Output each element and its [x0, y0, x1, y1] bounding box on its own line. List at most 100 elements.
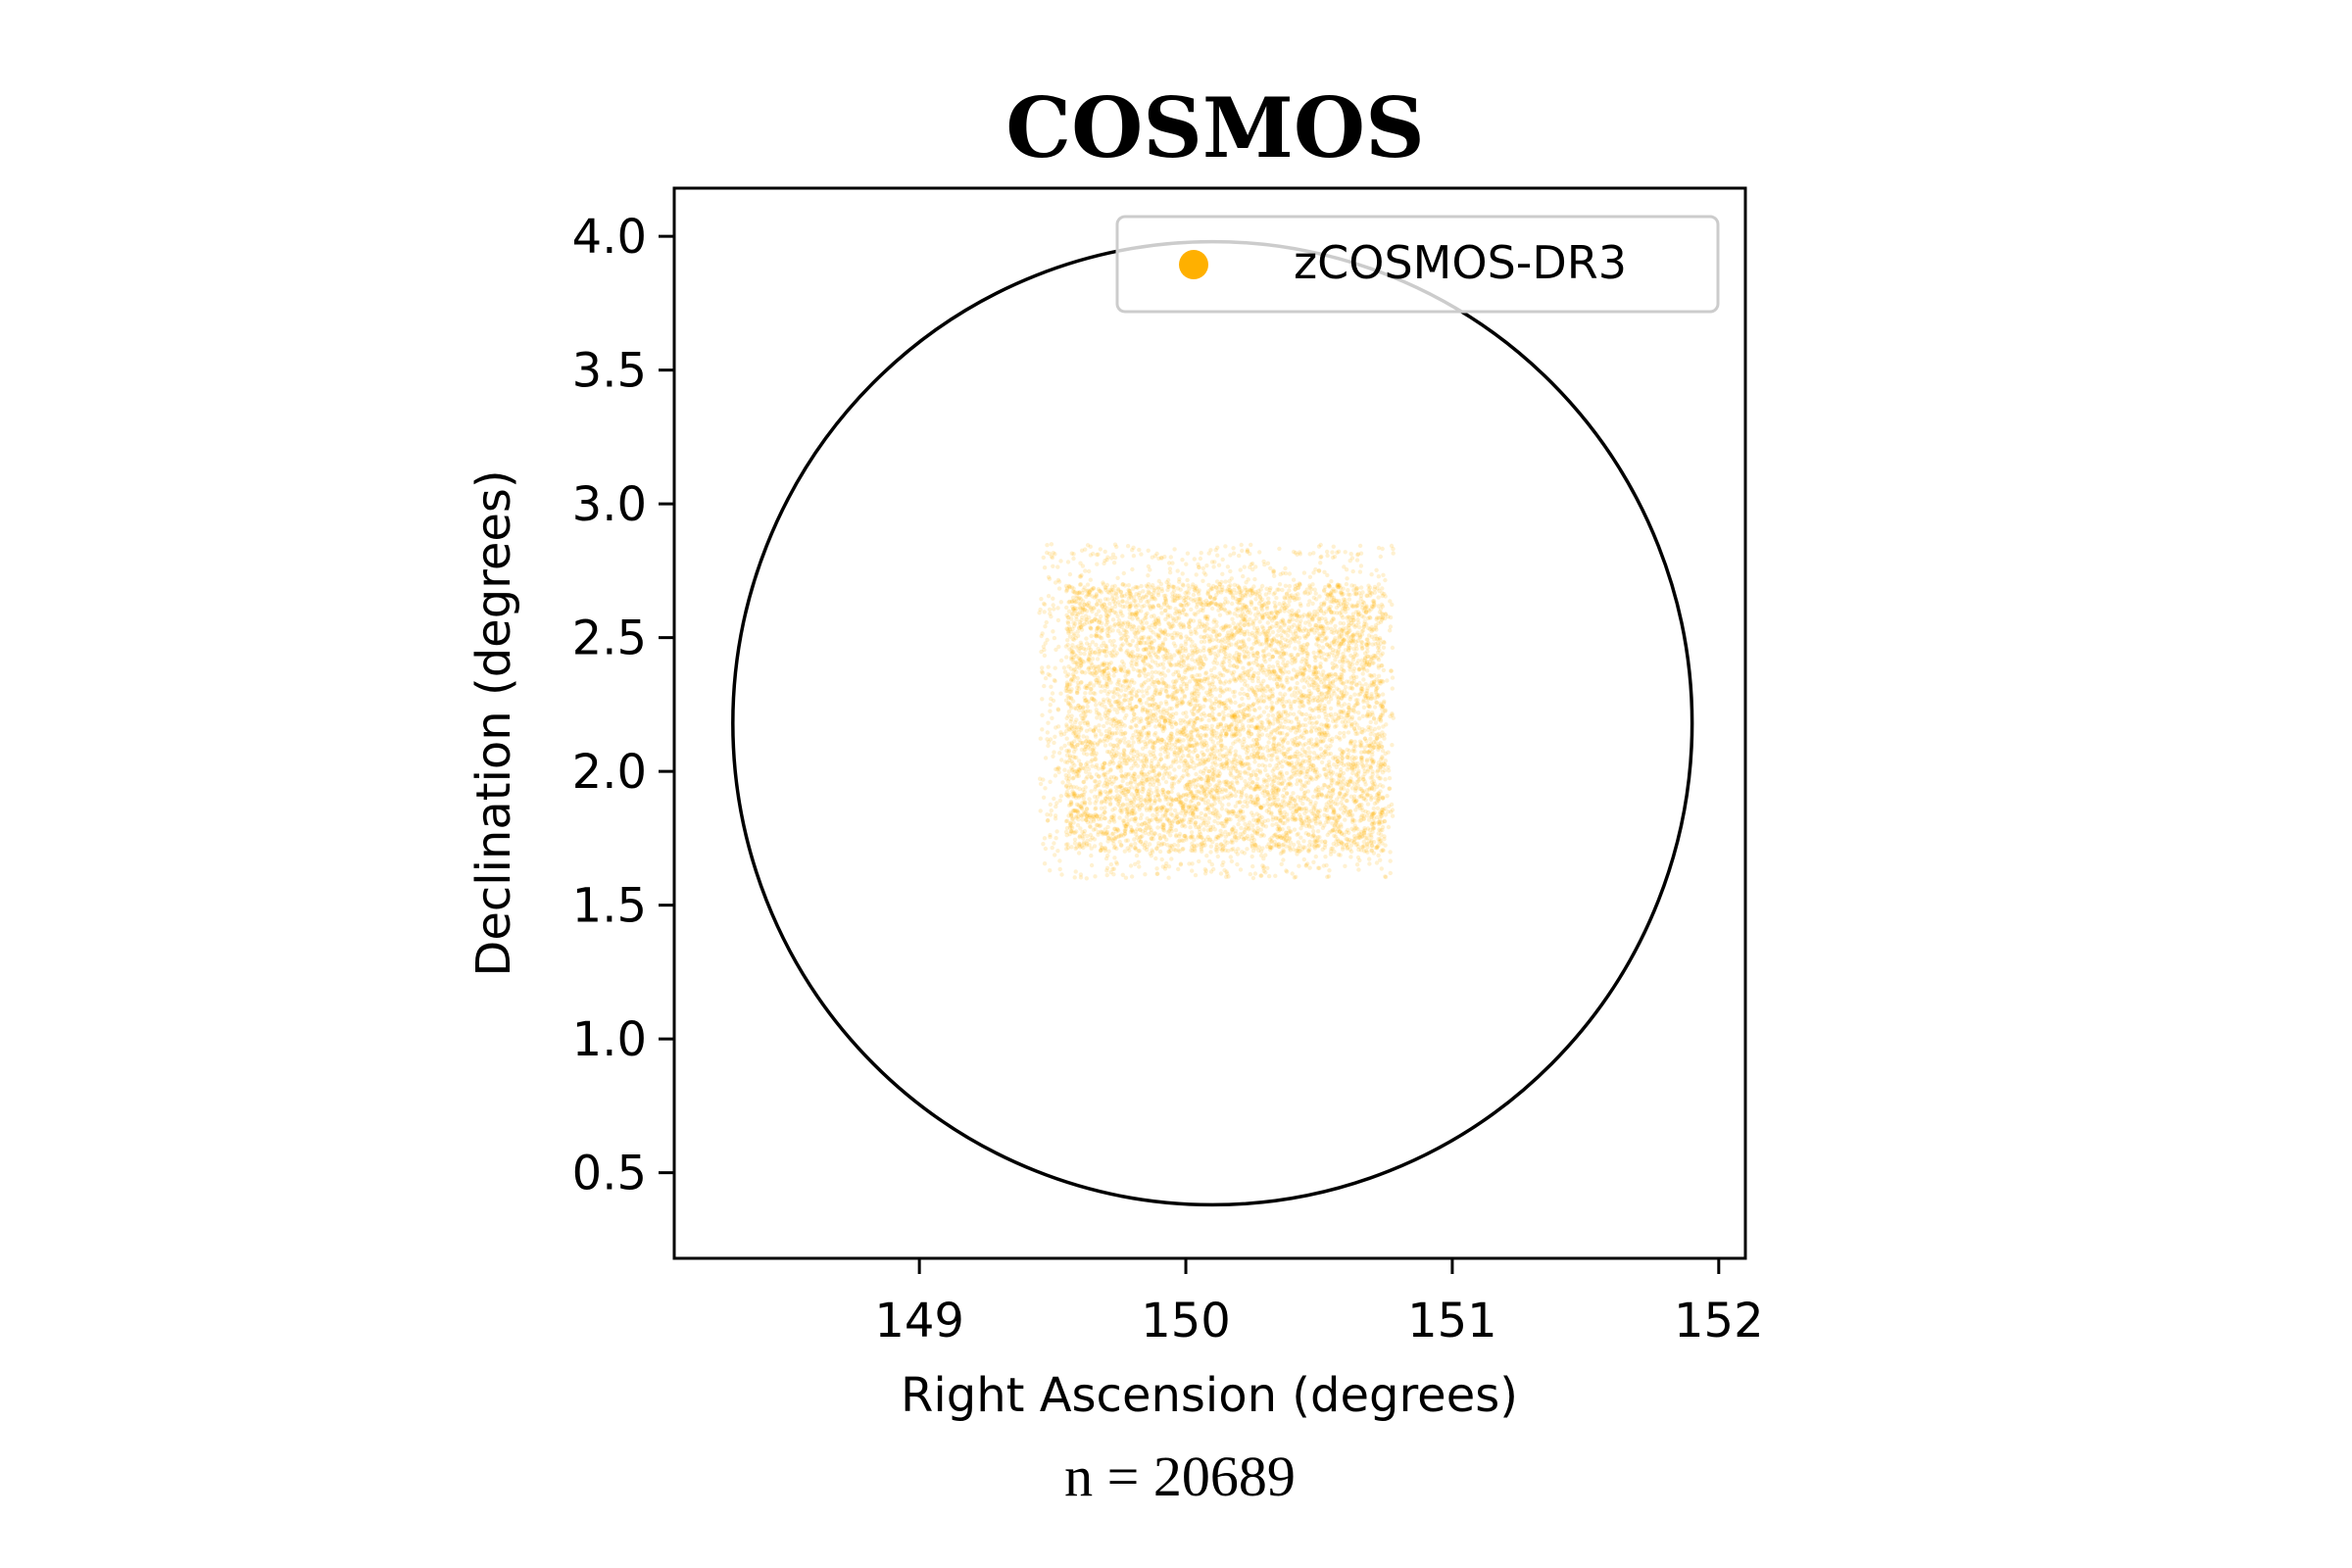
scatter-point	[1383, 777, 1388, 782]
scatter-point	[1325, 763, 1330, 768]
scatter-point	[1276, 699, 1282, 704]
scatter-point	[1148, 787, 1152, 792]
scatter-point	[1284, 791, 1290, 796]
scatter-point	[1152, 740, 1158, 745]
scatter-point	[1106, 796, 1112, 801]
scatter-point	[1117, 815, 1122, 820]
scatter-point	[1058, 730, 1063, 735]
scatter-point	[1335, 611, 1340, 615]
scatter-point	[1388, 850, 1393, 855]
scatter-point	[1107, 698, 1112, 704]
scatter-point	[1162, 716, 1167, 721]
scatter-point	[1073, 869, 1078, 874]
scatter-point	[1390, 711, 1395, 716]
scatter-point	[1381, 645, 1387, 650]
scatter-point	[1218, 679, 1223, 684]
scatter-point	[1187, 653, 1192, 658]
scatter-point	[1077, 843, 1082, 848]
scatter-point	[1375, 806, 1381, 810]
scatter-point	[1094, 751, 1100, 756]
scatter-point	[1350, 755, 1355, 760]
scatter-point	[1311, 595, 1317, 601]
scatter-point	[1263, 824, 1269, 829]
scatter-point	[1106, 849, 1111, 854]
scatter-point	[1203, 733, 1209, 738]
scatter-point	[1182, 719, 1188, 724]
scatter-point	[1048, 834, 1053, 840]
scatter-point	[1386, 764, 1391, 770]
scatter-point	[1149, 664, 1154, 670]
scatter-point	[1318, 662, 1323, 666]
scatter-point	[1306, 843, 1312, 848]
scatter-point	[1147, 792, 1152, 798]
scatter-point	[1251, 748, 1256, 753]
scatter-point	[1178, 587, 1183, 592]
scatter-point	[1163, 600, 1169, 605]
scatter-point	[1338, 730, 1343, 736]
scatter-point	[1329, 780, 1335, 786]
scatter-point	[1178, 621, 1183, 626]
scatter-point	[1245, 692, 1250, 698]
scatter-point	[1068, 689, 1074, 694]
scatter-point	[1285, 839, 1290, 844]
scatter-point	[1250, 823, 1255, 828]
scatter-point	[1296, 690, 1300, 696]
scatter-point	[1222, 607, 1227, 612]
scatter-point	[1154, 866, 1159, 871]
scatter-point	[1323, 711, 1328, 716]
scatter-point	[1096, 587, 1102, 592]
scatter-point	[1047, 576, 1053, 581]
scatter-point	[1103, 654, 1108, 659]
scatter-point	[1239, 825, 1244, 831]
scatter-point	[1374, 567, 1379, 572]
scatter-point	[1353, 682, 1359, 687]
scatter-point	[1140, 803, 1146, 808]
scatter-point	[1233, 749, 1239, 754]
scatter-point	[1090, 640, 1096, 645]
scatter-point	[1316, 544, 1322, 549]
scatter-point	[1136, 859, 1141, 864]
scatter-point	[1147, 624, 1152, 630]
scatter-point	[1266, 712, 1271, 718]
scatter-point	[1135, 786, 1141, 792]
scatter-point	[1154, 807, 1160, 811]
scatter-point	[1084, 636, 1089, 641]
scatter-point	[1191, 598, 1197, 604]
scatter-point	[1296, 840, 1300, 845]
scatter-point	[1188, 617, 1194, 622]
scatter-point	[1099, 806, 1104, 810]
scatter-point	[1312, 838, 1317, 844]
scatter-point	[1345, 691, 1349, 696]
scatter-point	[1305, 780, 1311, 785]
scatter-point	[1177, 764, 1182, 769]
scatter-point	[1115, 613, 1120, 619]
scatter-point	[1163, 769, 1168, 774]
scatter-point	[1089, 633, 1094, 639]
scatter-point	[1080, 610, 1085, 615]
scatter-point	[1073, 599, 1079, 604]
scatter-point	[1267, 697, 1272, 702]
scatter-point	[1065, 614, 1070, 620]
scatter-point	[1119, 785, 1125, 791]
scatter-point	[1233, 625, 1238, 631]
scatter-point	[1233, 793, 1239, 799]
scatter-point	[1085, 704, 1090, 710]
scatter-point	[1250, 633, 1255, 638]
scatter-point	[1071, 784, 1076, 790]
scatter-point	[1330, 827, 1336, 833]
scatter-point	[1087, 568, 1092, 574]
scatter-point	[1304, 680, 1310, 685]
scatter-point	[1287, 571, 1293, 576]
scatter-point	[1116, 679, 1121, 685]
scatter-point	[1151, 812, 1155, 817]
scatter-point	[1247, 734, 1251, 739]
scatter-point	[1191, 760, 1196, 765]
scatter-point	[1325, 832, 1330, 838]
scatter-point	[1093, 874, 1098, 879]
scatter-point	[1158, 662, 1163, 667]
scatter-point	[1071, 556, 1076, 562]
scatter-point	[1198, 665, 1202, 670]
scatter-point	[1329, 620, 1334, 625]
scatter-point	[1194, 572, 1199, 577]
scatter-point	[1286, 619, 1292, 624]
